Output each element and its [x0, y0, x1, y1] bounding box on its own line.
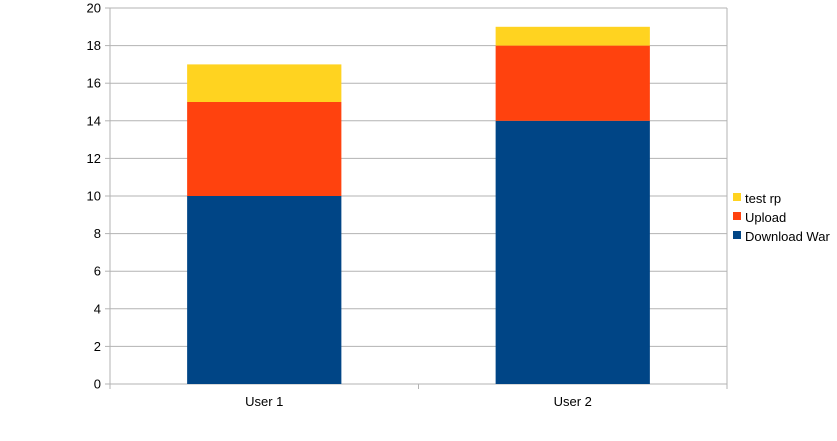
bar-test-rp: [187, 64, 342, 102]
y-tick-label: 2: [94, 339, 101, 354]
y-tick-label: 4: [94, 301, 101, 316]
legend-label: Upload: [745, 210, 786, 225]
y-tick-label: 14: [87, 113, 101, 128]
bar-upload: [187, 102, 342, 196]
x-tick-label: User 2: [554, 394, 592, 409]
y-tick-label: 18: [87, 38, 101, 53]
bar-download-war: [187, 196, 342, 384]
bar-download-war: [495, 120, 650, 385]
bar-test-rp: [495, 26, 650, 46]
y-tick-label: 8: [94, 226, 101, 241]
legend-swatch: [733, 231, 741, 239]
y-tick-label: 6: [94, 264, 101, 279]
legend-swatch: [733, 212, 741, 220]
axis-layer: 0 2 4 6 8 10 12 14 16 18 20 User 1 User 2: [87, 1, 728, 409]
y-tick-label: 16: [87, 76, 101, 91]
legend-swatch: [733, 193, 741, 201]
x-tick-label: User 1: [245, 394, 283, 409]
y-tick-label: 20: [87, 1, 101, 16]
bar-upload: [495, 45, 650, 121]
y-tick-label: 10: [87, 189, 101, 204]
legend: test rp Upload Download War: [733, 191, 830, 244]
bar-layer: [187, 26, 650, 385]
legend-label: Download War: [745, 229, 830, 244]
y-tick-label: 0: [94, 377, 101, 392]
legend-label: test rp: [745, 191, 781, 206]
y-tick-label: 12: [87, 151, 101, 166]
